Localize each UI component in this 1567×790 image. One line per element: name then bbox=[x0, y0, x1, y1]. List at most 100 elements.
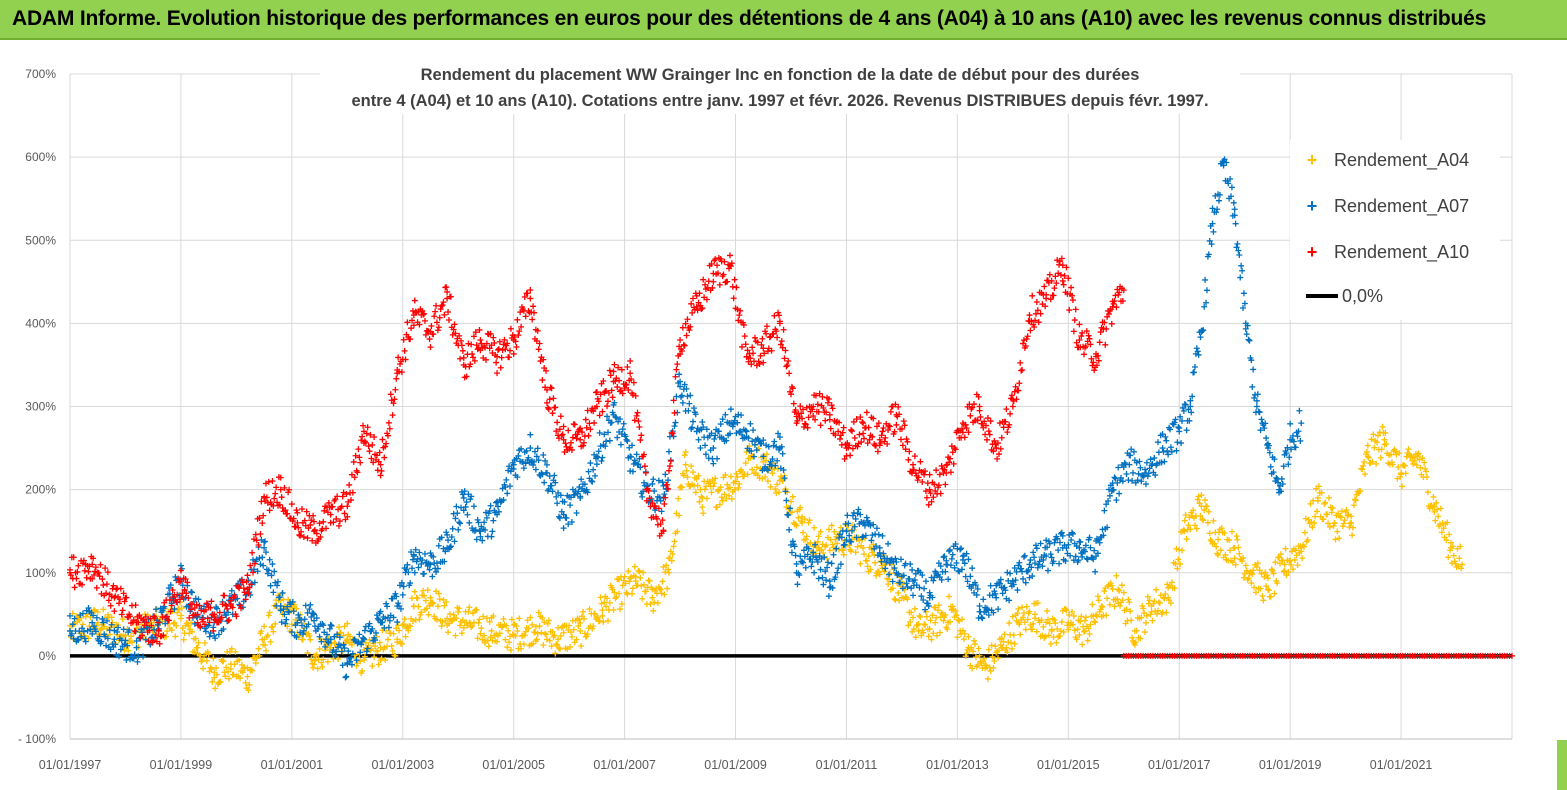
data-point-a07 bbox=[490, 517, 497, 524]
data-point-a04 bbox=[548, 643, 555, 650]
data-point-a10 bbox=[477, 337, 484, 343]
data-point-a07 bbox=[727, 406, 734, 413]
data-point-a04 bbox=[1213, 543, 1220, 550]
data-point-a04 bbox=[542, 630, 549, 637]
data-point-a04 bbox=[917, 613, 924, 620]
data-point-a04 bbox=[1415, 450, 1422, 457]
data-point-a07 bbox=[456, 519, 463, 526]
data-point-a04 bbox=[505, 627, 512, 634]
data-point-a07 bbox=[1021, 552, 1028, 559]
data-point-a07 bbox=[541, 479, 548, 486]
data-point-a04 bbox=[1182, 512, 1189, 519]
data-point-a10 bbox=[641, 463, 648, 470]
data-point-a07 bbox=[844, 512, 851, 519]
data-point-a07 bbox=[1287, 420, 1294, 427]
data-point-a10 bbox=[545, 406, 552, 413]
data-point-a10 bbox=[573, 435, 580, 442]
y-tick-label: 200% bbox=[25, 483, 56, 497]
data-point-a07 bbox=[551, 472, 558, 479]
data-point-a07 bbox=[384, 603, 391, 610]
data-point-a07 bbox=[132, 628, 139, 635]
data-point-a04 bbox=[656, 585, 663, 592]
data-point-a04 bbox=[1051, 616, 1058, 623]
data-point-a10 bbox=[550, 395, 557, 402]
data-point-a04 bbox=[543, 631, 550, 638]
data-point-a07 bbox=[1237, 274, 1244, 281]
data-point-a04 bbox=[1270, 570, 1277, 577]
legend-label-a07: Rendement_A07 bbox=[1334, 195, 1470, 216]
data-point-a07 bbox=[773, 443, 780, 450]
data-point-a04 bbox=[500, 615, 507, 622]
data-point-a04 bbox=[1056, 632, 1063, 639]
data-point-a10 bbox=[117, 585, 124, 592]
data-point-a07 bbox=[1154, 439, 1161, 446]
data-point-a07 bbox=[527, 445, 534, 452]
data-point-a10 bbox=[432, 308, 439, 315]
data-point-a10 bbox=[627, 370, 634, 377]
data-point-a10 bbox=[805, 414, 812, 421]
data-point-a07 bbox=[1135, 470, 1142, 477]
data-point-a04 bbox=[1337, 513, 1344, 520]
data-point-a04 bbox=[242, 679, 249, 686]
data-point-a10 bbox=[637, 437, 644, 444]
data-point-a07 bbox=[290, 608, 297, 615]
data-point-a10 bbox=[392, 386, 399, 393]
data-point-a04 bbox=[430, 600, 437, 607]
data-point-a10 bbox=[535, 346, 542, 353]
data-point-a04 bbox=[827, 536, 834, 543]
data-point-a10 bbox=[731, 276, 738, 283]
data-point-a07 bbox=[1018, 565, 1025, 572]
data-point-a04 bbox=[1447, 539, 1454, 546]
data-point-a04 bbox=[1307, 500, 1314, 507]
data-point-a04 bbox=[1257, 585, 1264, 592]
data-point-a07 bbox=[921, 585, 928, 592]
data-point-a04 bbox=[421, 592, 428, 599]
data-point-a10 bbox=[507, 325, 514, 332]
data-point-a04 bbox=[400, 621, 407, 628]
data-point-a04 bbox=[514, 628, 521, 635]
data-point-a04 bbox=[886, 570, 893, 577]
data-point-a04 bbox=[436, 596, 443, 603]
data-point-a04 bbox=[246, 681, 253, 688]
data-point-a07 bbox=[228, 587, 235, 594]
data-point-a10 bbox=[221, 592, 228, 599]
data-point-a04 bbox=[1175, 556, 1182, 563]
data-point-a04 bbox=[1314, 497, 1321, 504]
data-point-a07 bbox=[1256, 409, 1263, 416]
data-point-a04 bbox=[1352, 497, 1359, 504]
data-point-a04 bbox=[538, 629, 545, 636]
data-point-a10 bbox=[985, 428, 992, 435]
data-point-a07 bbox=[307, 601, 314, 608]
data-point-a07 bbox=[68, 630, 75, 637]
data-point-a04 bbox=[409, 617, 416, 624]
data-point-a07 bbox=[1113, 497, 1120, 504]
data-point-a10 bbox=[1081, 351, 1088, 358]
data-point-a04 bbox=[1439, 520, 1446, 527]
data-point-a04 bbox=[981, 655, 988, 662]
data-point-a04 bbox=[401, 616, 408, 623]
data-point-a07 bbox=[411, 569, 418, 576]
data-point-a04 bbox=[682, 448, 689, 455]
data-point-a04 bbox=[435, 590, 442, 597]
data-point-a04 bbox=[839, 547, 846, 554]
data-point-a10 bbox=[614, 384, 621, 391]
data-point-a07 bbox=[215, 631, 222, 638]
data-point-a07 bbox=[699, 419, 706, 426]
data-point-a04 bbox=[188, 619, 195, 626]
data-point-a04 bbox=[1104, 595, 1111, 602]
data-point-a04 bbox=[979, 665, 986, 672]
data-point-a04 bbox=[486, 618, 493, 625]
data-point-a04 bbox=[803, 533, 810, 540]
data-point-a04 bbox=[688, 463, 695, 470]
data-point-a04 bbox=[398, 640, 405, 647]
data-point-a04 bbox=[942, 611, 949, 618]
data-point-a10 bbox=[924, 480, 931, 487]
data-point-a04 bbox=[553, 641, 560, 648]
data-point-a04 bbox=[719, 497, 726, 504]
x-tick-label: 01/01/2019 bbox=[1259, 758, 1322, 772]
data-point-a04 bbox=[1382, 429, 1389, 436]
data-point-a04 bbox=[1378, 446, 1385, 453]
data-point-a10 bbox=[1015, 387, 1022, 394]
chart-axes: - 100%0%100%200%300%400%500%600%700%01/0… bbox=[18, 67, 1512, 772]
data-point-a04 bbox=[1015, 605, 1022, 612]
